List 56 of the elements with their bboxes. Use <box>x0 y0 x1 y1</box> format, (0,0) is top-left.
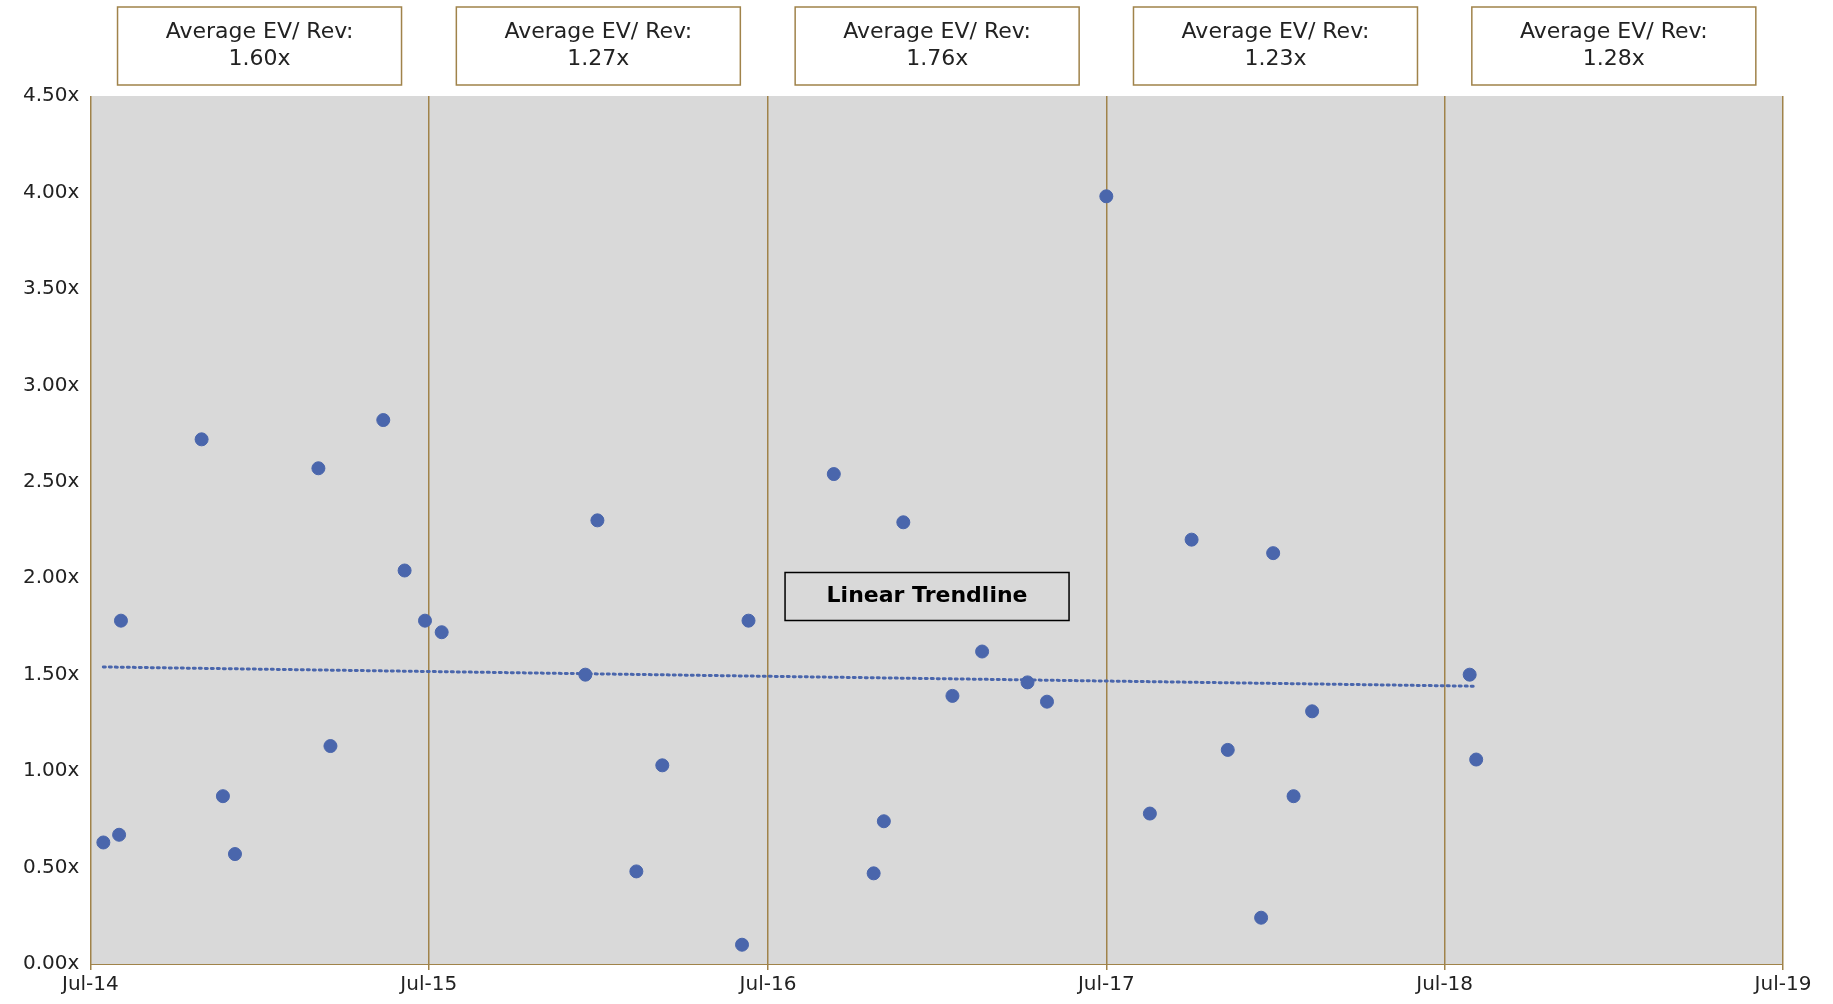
point <box>1184 532 1199 547</box>
point <box>96 835 111 850</box>
y-tick-label: 3.00x <box>22 371 80 396</box>
y-tick-label: 4.00x <box>22 178 80 203</box>
point <box>741 613 756 628</box>
y-tick-label: 2.50x <box>22 467 80 492</box>
point <box>1469 752 1484 767</box>
point <box>866 866 881 881</box>
point <box>1462 667 1477 682</box>
point <box>1266 546 1281 561</box>
point <box>1142 806 1157 821</box>
point <box>975 644 990 659</box>
point <box>1305 704 1320 719</box>
point <box>826 467 841 482</box>
point <box>945 688 960 703</box>
point <box>735 937 750 952</box>
y-tick-label: 1.00x <box>22 757 80 782</box>
text: Linear Trendline <box>826 582 1028 608</box>
point <box>1099 189 1114 204</box>
point <box>434 625 449 640</box>
x-tick-label: Jul-15 <box>398 971 458 996</box>
text: Average EV/ Rev: 1.27x <box>504 18 693 71</box>
point <box>113 613 128 628</box>
point <box>418 613 432 628</box>
point <box>896 515 911 530</box>
x-tick-label: Jul-16 <box>737 971 797 996</box>
point <box>323 739 338 754</box>
point <box>194 432 209 447</box>
point <box>876 814 891 829</box>
point <box>397 563 412 578</box>
point <box>1039 694 1054 709</box>
y-tick-label: 2.00x <box>22 564 80 589</box>
point <box>215 789 230 804</box>
x-tick-label: Jul-18 <box>1414 971 1474 996</box>
y-tick-label: 0.50x <box>22 853 80 878</box>
point <box>311 461 326 476</box>
y-tick-label: 3.50x <box>22 275 80 300</box>
text: Average EV/ Rev: 1.28x <box>1519 18 1708 71</box>
x-tick-label: Jul-19 <box>1752 971 1812 996</box>
point <box>578 667 593 682</box>
y-tick-label: 4.50x <box>22 82 80 107</box>
point <box>629 864 644 879</box>
point <box>112 827 127 842</box>
point <box>655 758 670 773</box>
point <box>1020 675 1035 690</box>
x-tick-label: Jul-17 <box>1075 971 1135 996</box>
point <box>1286 789 1301 804</box>
point <box>376 413 391 428</box>
text: Average EV/ Rev: 1.23x <box>1181 18 1370 71</box>
text: Average EV/ Rev: 1.60x <box>165 18 354 71</box>
point <box>590 513 605 528</box>
text: Average EV/ Rev: 1.76x <box>843 18 1032 71</box>
point <box>1254 910 1269 925</box>
point <box>227 847 242 862</box>
y-tick-label: 1.50x <box>22 660 80 685</box>
point <box>1220 742 1235 757</box>
